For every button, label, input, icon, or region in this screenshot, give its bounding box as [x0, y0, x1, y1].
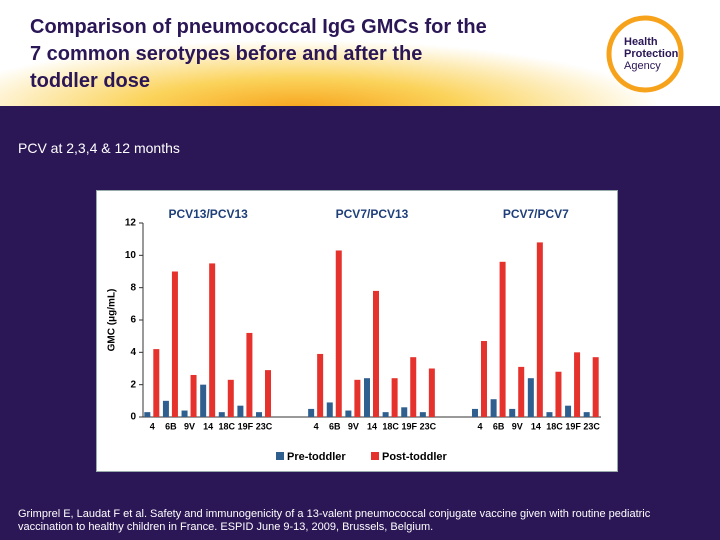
x-tick-label: 23C	[420, 421, 437, 431]
bar	[574, 352, 581, 417]
group-title: PCV7/PCV13	[336, 207, 409, 221]
bar	[509, 408, 516, 417]
y-tick-label: 10	[125, 250, 137, 261]
bar	[317, 353, 324, 417]
bar	[490, 399, 497, 417]
bar	[326, 402, 333, 417]
logo-text: Agency	[624, 60, 661, 72]
x-tick-label: 6B	[165, 421, 177, 431]
bar	[144, 412, 151, 417]
y-tick-label: 2	[130, 379, 136, 390]
bar	[200, 384, 207, 417]
bar	[391, 378, 398, 417]
bar	[410, 357, 417, 417]
legend-label: Post-toddler	[382, 451, 447, 463]
logo: Health Protection Agency	[606, 15, 684, 93]
x-tick-label: 14	[367, 421, 377, 431]
y-tick-label: 8	[130, 282, 136, 293]
x-tick-label: 4	[314, 421, 319, 431]
bar	[364, 378, 370, 417]
x-tick-label: 6B	[493, 421, 505, 431]
x-tick-label: 14	[203, 421, 213, 431]
x-tick-label: 6B	[329, 421, 341, 431]
legend-label: Pre-toddler	[287, 451, 346, 463]
bar	[536, 242, 543, 417]
bar	[153, 349, 160, 417]
x-tick-label: 18C	[382, 421, 399, 431]
logo-text: Health	[624, 36, 658, 48]
title-line: toddler dose	[30, 70, 151, 92]
title-line: Comparison of pneumococcal IgG GMCs for …	[30, 16, 487, 38]
bar	[428, 368, 435, 417]
title: Comparison of pneumococcal IgG GMCs for …	[30, 14, 487, 95]
bar	[518, 366, 525, 417]
bar	[382, 412, 389, 417]
x-tick-label: 4	[150, 421, 155, 431]
group-title: PCV13/PCV13	[168, 207, 248, 221]
bar	[171, 271, 178, 417]
bar	[265, 370, 272, 417]
bar	[354, 379, 361, 417]
x-tick-label: 23C	[256, 421, 273, 431]
bar	[499, 261, 506, 417]
logo-text: Protection	[624, 48, 679, 60]
x-tick-label: 9V	[512, 421, 523, 431]
bar	[218, 412, 225, 417]
x-tick-label: 14	[531, 421, 541, 431]
legend-swatch	[276, 452, 284, 460]
bar	[162, 400, 169, 417]
bar	[246, 332, 253, 417]
x-tick-label: 19F	[401, 421, 417, 431]
bar	[471, 408, 478, 417]
bar	[209, 263, 216, 417]
bar	[419, 412, 426, 417]
x-tick-label: 19F	[238, 421, 254, 431]
bar	[546, 412, 553, 417]
legend-swatch	[371, 452, 379, 460]
bar	[592, 357, 599, 417]
bar	[555, 371, 562, 417]
y-axis-label: GMC (μg/mL)	[107, 289, 118, 352]
bar	[373, 290, 379, 417]
x-tick-label: 9V	[184, 421, 195, 431]
x-tick-label: 9V	[348, 421, 359, 431]
bar	[181, 410, 188, 417]
bar	[335, 250, 342, 417]
x-tick-label: 18C	[546, 421, 563, 431]
bar	[308, 408, 315, 417]
x-tick-label: 18C	[219, 421, 236, 431]
logo-ring	[606, 15, 684, 93]
bar	[583, 412, 590, 417]
bar	[401, 407, 408, 417]
bar	[227, 379, 234, 417]
y-tick-label: 12	[125, 218, 137, 229]
y-tick-label: 6	[130, 315, 136, 326]
bar	[565, 405, 572, 417]
x-tick-label: 19F	[565, 421, 581, 431]
citation: Grimprel E, Laudat F et al. Safety and i…	[18, 508, 651, 533]
x-tick-label: 23C	[583, 421, 600, 431]
bar	[480, 341, 487, 417]
bar	[190, 374, 197, 417]
bar	[527, 378, 534, 417]
chart-frame	[96, 190, 618, 472]
group-title: PCV7/PCV7	[503, 207, 569, 221]
header: Comparison of pneumococcal IgG GMCs for …	[0, 0, 720, 106]
title-line: 7 common serotypes before and after the	[30, 43, 423, 65]
x-tick-label: 4	[477, 421, 482, 431]
y-tick-label: 0	[130, 412, 136, 423]
subtitle: PCV at 2,3,4 & 12 months	[18, 140, 180, 156]
bar	[237, 405, 244, 417]
bar	[256, 412, 263, 417]
bar	[345, 410, 352, 417]
y-tick-label: 4	[130, 347, 136, 358]
